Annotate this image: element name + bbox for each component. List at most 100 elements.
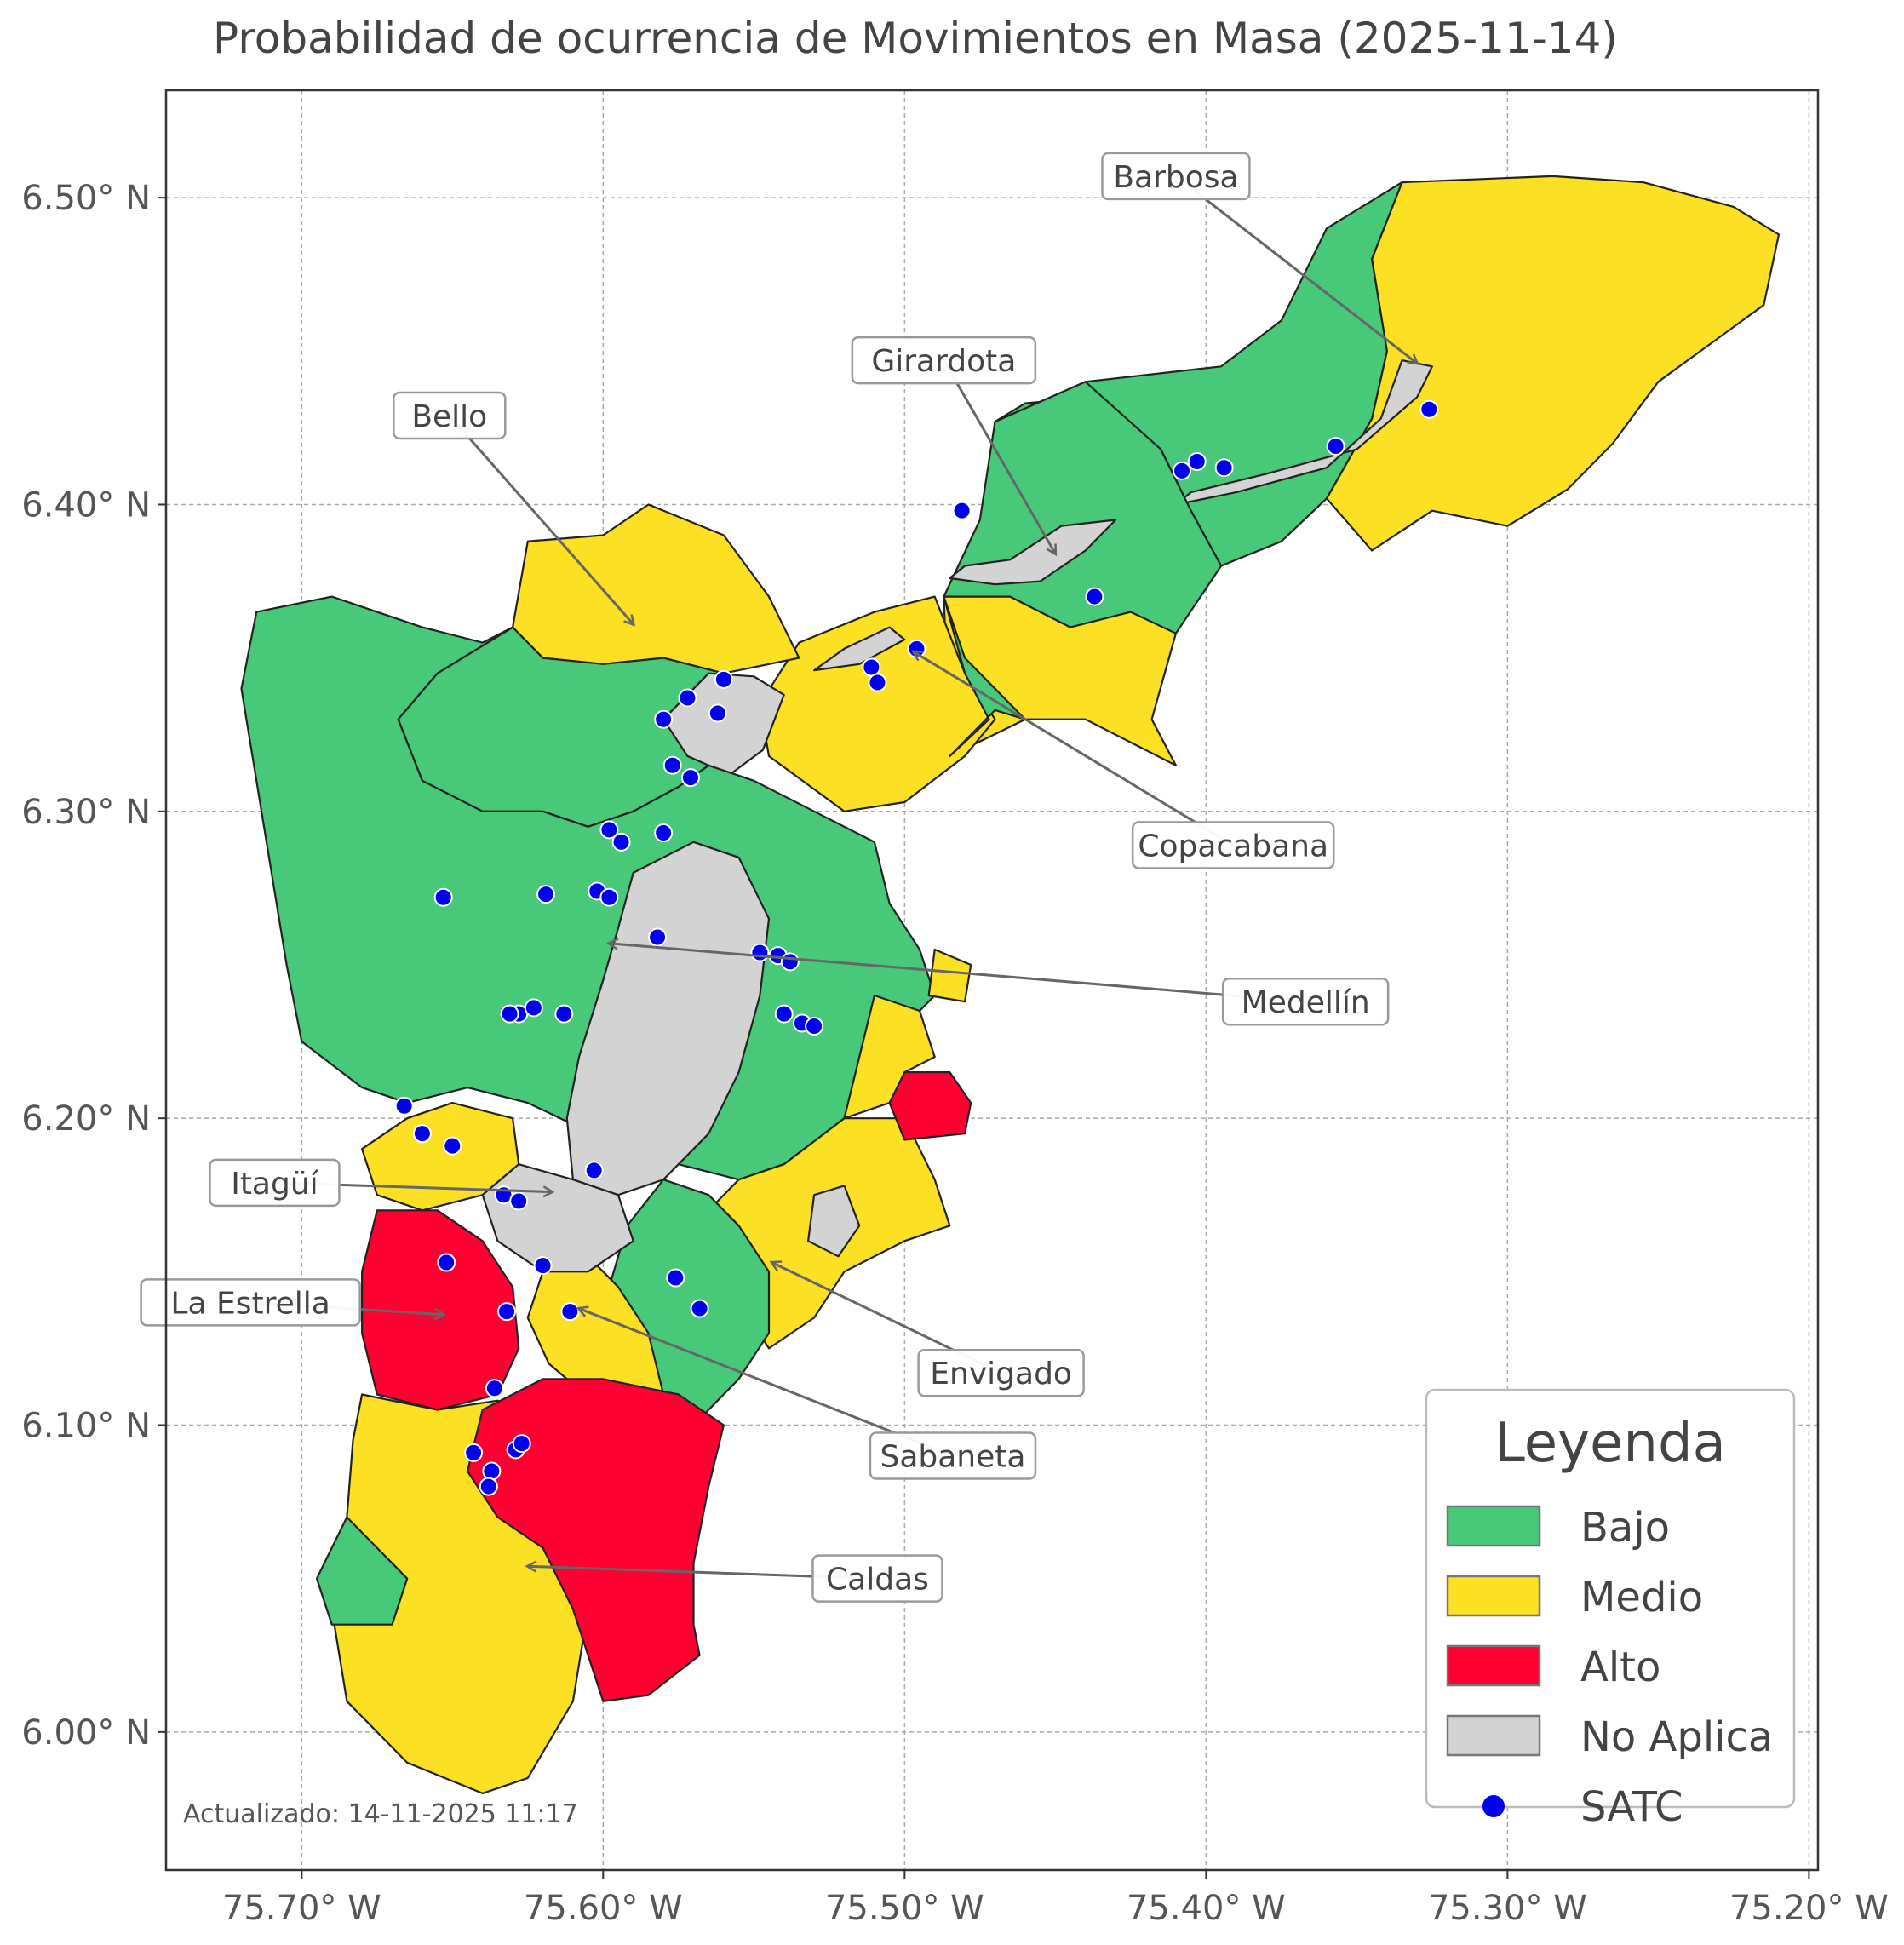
region-girardota-medio [943, 595, 1178, 766]
legend-swatch [1446, 1575, 1541, 1617]
map-title: Probabilidad de ocurrencia de Movimiento… [213, 14, 1618, 63]
satc-point [536, 885, 556, 904]
municipality-label: Medellín [1242, 985, 1370, 1020]
label-box [209, 1158, 341, 1208]
satc-point [560, 1302, 580, 1322]
municipality-label: Copacabana [1138, 829, 1328, 863]
region-girardota-no-aplica [949, 519, 1117, 586]
satc-point [584, 1161, 604, 1180]
label-arrow [1175, 175, 1417, 364]
municipality-label: La Estrella [170, 1286, 330, 1321]
satc-point [394, 1096, 414, 1116]
satc-point [443, 1136, 462, 1156]
satc-point [533, 1256, 553, 1276]
legend-dot [1482, 1795, 1505, 1817]
y-axis-ticks: 6.50° N 6.40° N 6.30° N 6.20° N 6.10° N 6.00°… [21, 179, 166, 1753]
satc-point [485, 1379, 504, 1398]
satc-point [479, 1477, 498, 1496]
label-arrow [943, 359, 1055, 554]
y-tick-label: 6.50° N [21, 179, 151, 218]
satc-point [1326, 437, 1345, 456]
satc-point [774, 1004, 794, 1024]
x-tick-label: 75.50° W [825, 1889, 984, 1928]
satc-point [512, 1434, 531, 1454]
satc-point [1214, 458, 1234, 478]
x-tick-label: 75.30° W [1428, 1889, 1587, 1928]
municipality-label: Bello [411, 399, 487, 434]
legend-label: No Aplica [1580, 1713, 1773, 1761]
y-tick-label: 6.20° N [21, 1099, 151, 1139]
satc-point [497, 1302, 517, 1322]
y-tick-label: 6.30° N [21, 793, 151, 832]
legend-label: Alto [1580, 1644, 1660, 1691]
label-box [1101, 152, 1251, 201]
municipality-label: Barbosa [1113, 160, 1238, 195]
satc-point [482, 1461, 502, 1481]
municipality-label: Girardota [871, 344, 1016, 379]
region-envigado-no-aplica [806, 1185, 861, 1258]
legend: Leyenda Bajo Medio Alto No Aplica SATC [1425, 1388, 1796, 1831]
satc-point [433, 887, 453, 907]
satc-point [680, 768, 700, 788]
legend-label: Bajo [1580, 1504, 1670, 1552]
satc-point [1085, 587, 1104, 606]
satc-point [611, 832, 631, 852]
legend-title: Leyenda [1494, 1412, 1726, 1475]
region-caldas-bajo [315, 1516, 409, 1626]
satc-point [599, 820, 619, 840]
satc-point [1187, 452, 1207, 472]
label-box [851, 336, 1037, 385]
satc-point [648, 927, 668, 947]
label-arrow [448, 414, 634, 624]
label-arrow [914, 651, 1234, 846]
legend-swatch [1446, 1714, 1541, 1757]
satc-point [524, 998, 543, 1018]
updated-timestamp: Actualizado: 14-11-2025 11:17 [183, 1799, 578, 1829]
x-axis-ticks: 75.70° W 75.60° W 75.50° W 75.40° W 75.30° W… [222, 1870, 1889, 1928]
label-box [811, 1554, 943, 1603]
satc-point [509, 1191, 529, 1211]
region-medell-n-medio [927, 948, 972, 1003]
municipality-labels: Barbosa Girardota Bello Copacabana Medellín I… [140, 152, 1418, 1603]
label-box [1221, 977, 1390, 1026]
legend-items: Bajo Medio Alto No Aplica SATC [1446, 1504, 1773, 1831]
satc-point [666, 1268, 685, 1288]
satc-point [1173, 461, 1192, 480]
municipality-label: Sabaneta [880, 1440, 1025, 1475]
satc-point [708, 703, 727, 723]
x-tick-label: 75.70° W [222, 1889, 381, 1928]
satc-point [654, 823, 674, 843]
legend-box [1425, 1388, 1796, 1809]
satc-point [862, 657, 881, 677]
region-barbosa-medio [1325, 175, 1781, 552]
satc-point [714, 669, 733, 689]
satc-point [1419, 399, 1439, 419]
satc-point [412, 1124, 432, 1144]
label-arrow [579, 1309, 954, 1457]
municipality-label: Envigado [930, 1357, 1072, 1391]
satc-point [437, 1253, 456, 1272]
region-envigado-alto [888, 1070, 972, 1141]
region-envigado-medio [843, 994, 936, 1120]
satc-point [464, 1443, 484, 1462]
municipality-regions [240, 175, 1781, 1794]
satc-point [805, 1017, 824, 1036]
legend-label: SATC [1580, 1783, 1683, 1831]
label-arrow [609, 944, 1306, 1003]
satc-point [500, 1004, 519, 1024]
legend-swatch [1446, 1505, 1541, 1547]
satc-point [952, 501, 972, 520]
municipality-label: Caldas [826, 1563, 929, 1598]
satc-point [868, 673, 887, 692]
legend-label: Medio [1580, 1574, 1703, 1621]
plot-frame [164, 89, 1820, 1872]
region-caldas-alto [466, 1378, 725, 1702]
region-copacabana-no-aplica [812, 626, 906, 672]
label-box [393, 391, 507, 440]
label-box [869, 1431, 1037, 1480]
region-barbosa-no-aplica [1174, 359, 1434, 506]
satc-point [690, 1299, 709, 1318]
x-tick-label: 75.40° W [1127, 1889, 1286, 1928]
